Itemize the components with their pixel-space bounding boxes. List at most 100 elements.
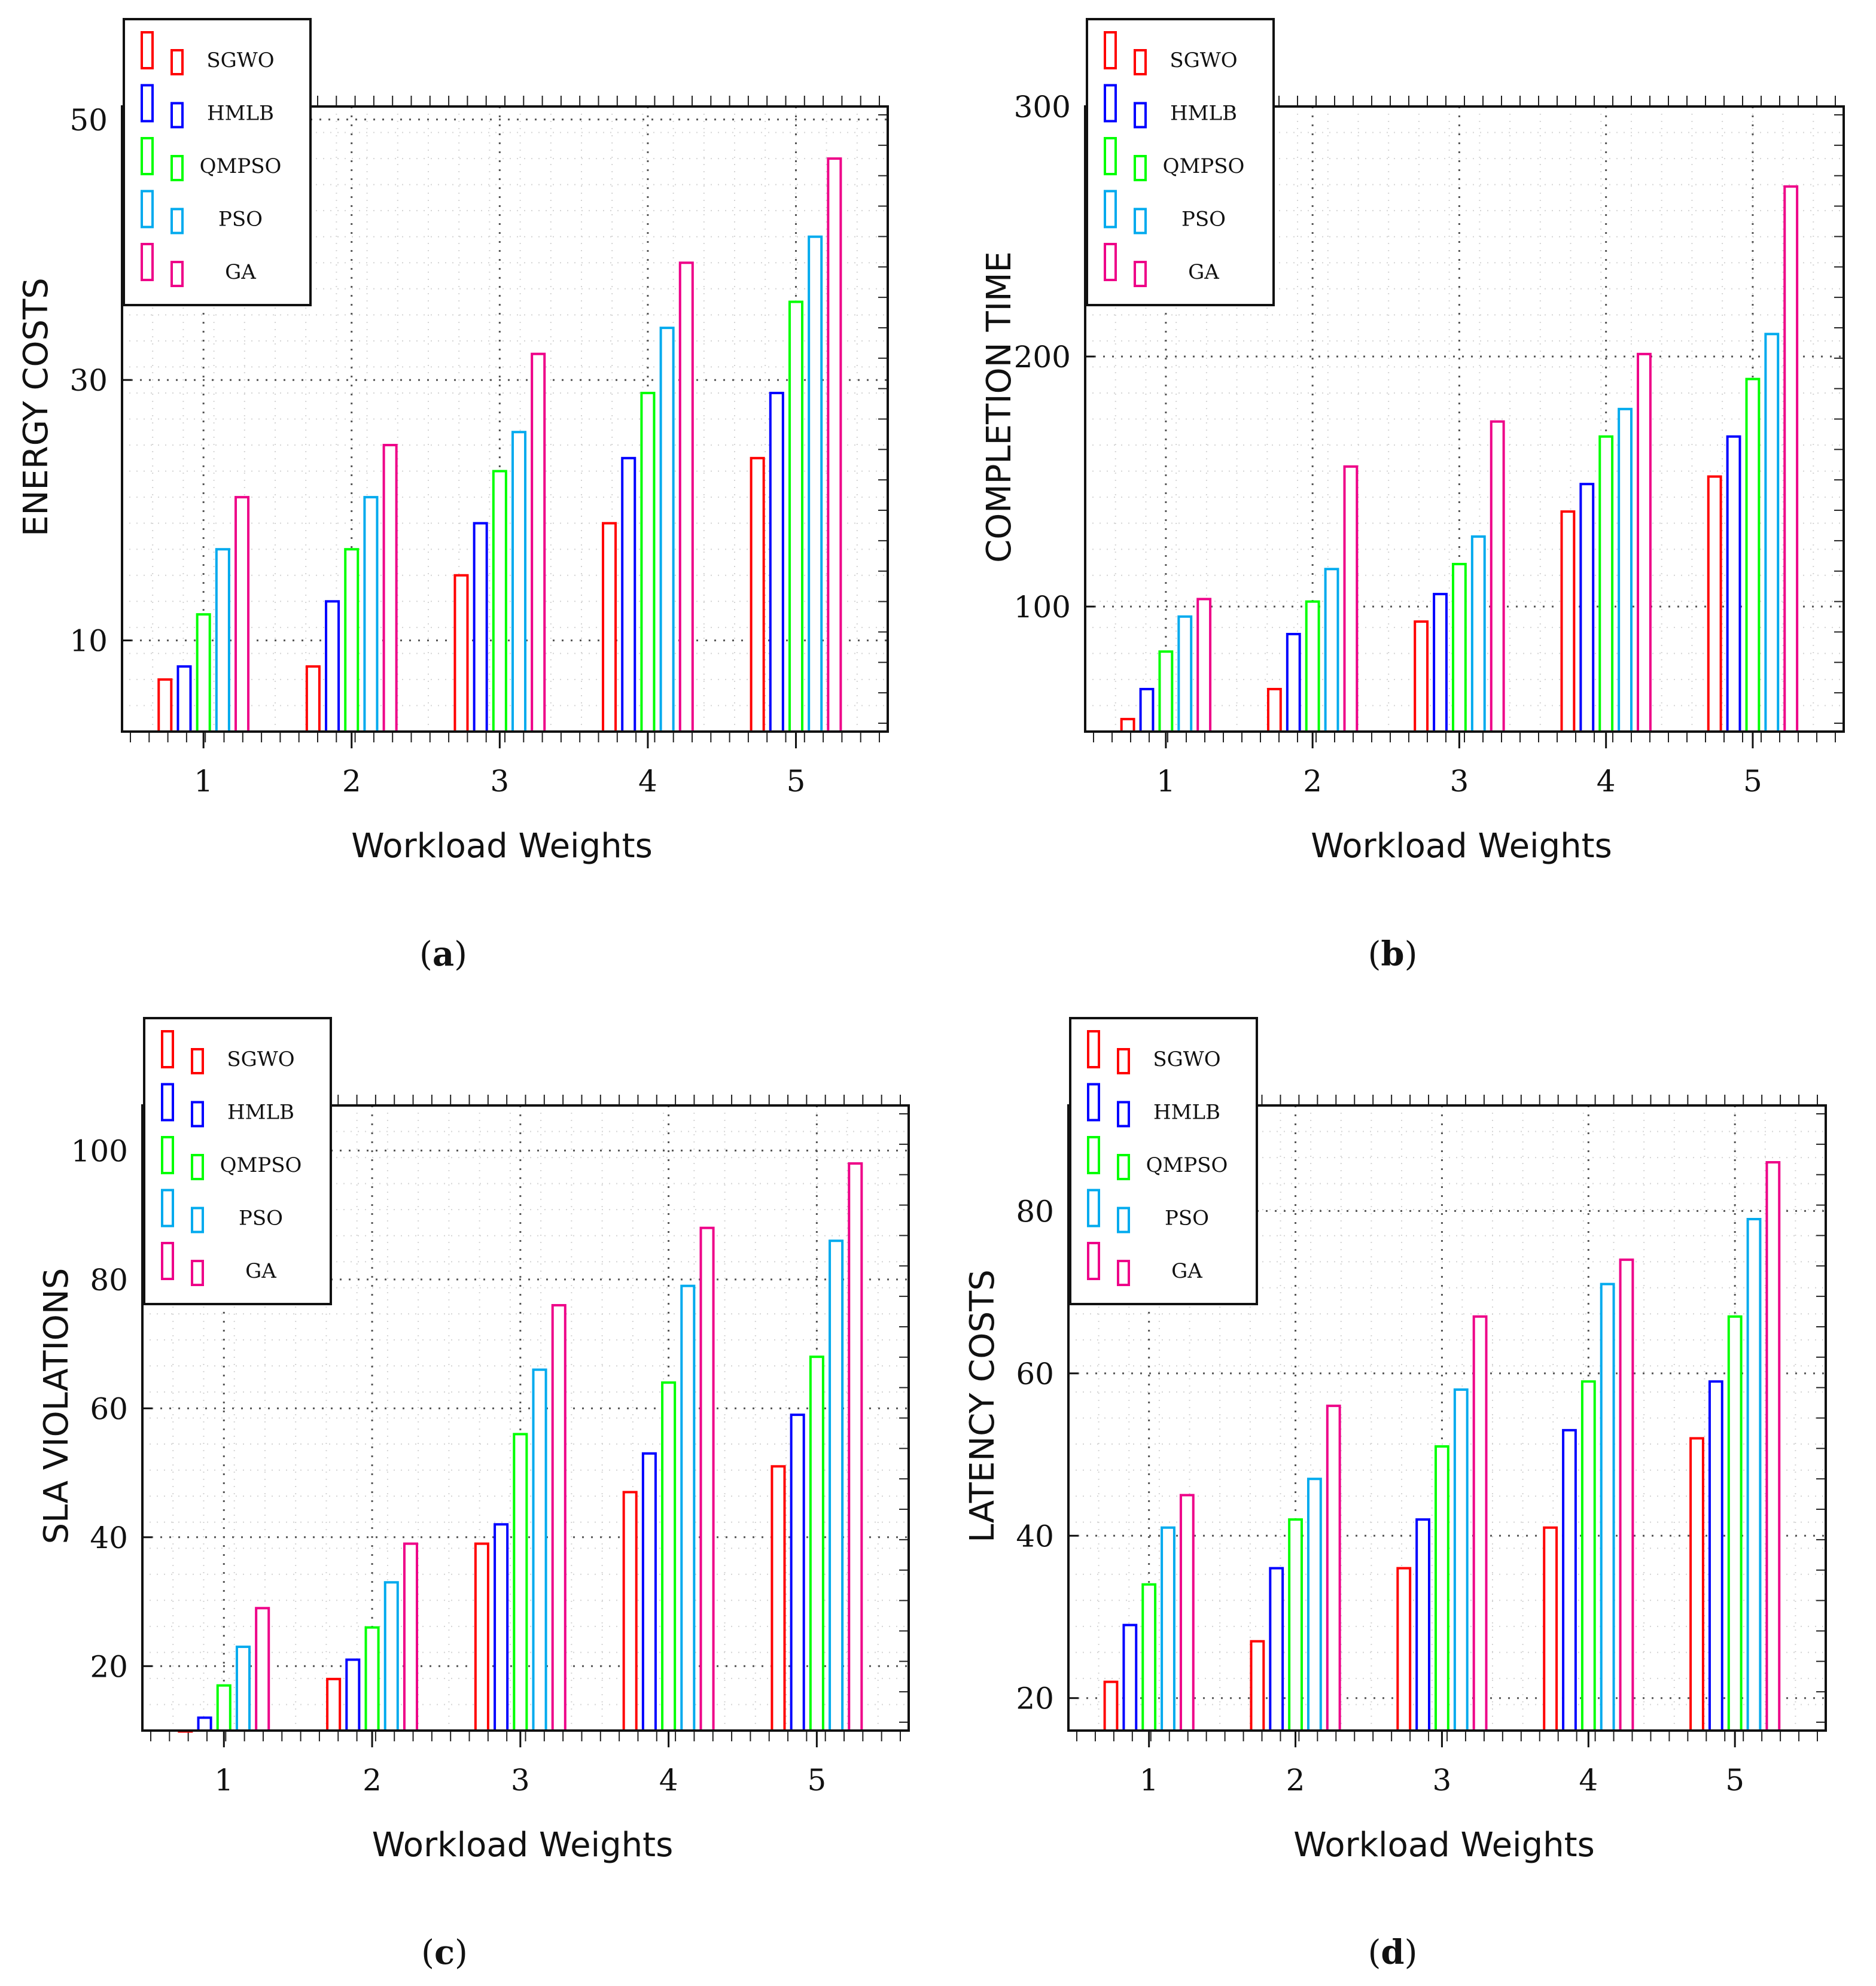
- legend-swatch-ga: [1087, 1242, 1100, 1280]
- bar-ga-3: [1490, 420, 1505, 733]
- x-tick-label: 2: [342, 764, 361, 799]
- bar-hmlb-5: [1726, 435, 1741, 733]
- legend-label: HMLB: [207, 102, 274, 126]
- bar-qmpso-2: [1305, 600, 1320, 733]
- legend-swatch-pso: [161, 1189, 174, 1227]
- bar-pso-2: [363, 496, 379, 733]
- bar-hmlb-1: [1139, 687, 1155, 733]
- bar-qmpso-1: [1158, 650, 1174, 733]
- bar-ga-4: [699, 1226, 715, 1732]
- legend-swatch-small-ga: [170, 261, 184, 287]
- bar-sgwo-3: [474, 1542, 489, 1732]
- legend-swatch-sgwo: [141, 31, 154, 69]
- bar-pso-5: [1764, 333, 1780, 733]
- y-axis-label: SLA VIOLATIONS: [37, 1268, 76, 1545]
- legend-label: PSO: [1165, 1207, 1209, 1230]
- legend: SGWO HMLB QMPSO PSO GA: [1069, 1017, 1258, 1305]
- bar-qmpso-1: [216, 1684, 232, 1732]
- chart-panel-c: 20 40 60 80 100 1 2 3 4 5 Workload Weights SLA VIOL…: [37, 1017, 910, 1972]
- legend-swatch-qmpso: [161, 1136, 174, 1174]
- bar-sgwo-2: [1266, 687, 1282, 733]
- bar-ga-1: [1196, 598, 1212, 733]
- bar-ga-3: [551, 1303, 567, 1732]
- legend-swatch-small-sgwo: [1134, 49, 1147, 75]
- bar-ga-4: [1637, 352, 1652, 733]
- legend-swatch-ga: [1104, 243, 1117, 281]
- y-tick-label: 40: [1016, 1519, 1054, 1554]
- legend-label: QMPSO: [1163, 154, 1245, 178]
- legend-label: SGWO: [206, 48, 274, 72]
- caption-close: ): [455, 1933, 468, 1972]
- y-tick-label: 50: [69, 103, 108, 138]
- bar-sgwo-5: [750, 456, 765, 733]
- legend-label: PSO: [1181, 208, 1226, 232]
- legend-label: HMLB: [1170, 102, 1237, 126]
- y-axis-label: LATENCY COSTS: [963, 1269, 1002, 1543]
- bar-ga-2: [382, 444, 398, 733]
- legend-label: SGWO: [1153, 1047, 1220, 1071]
- bar-pso-5: [829, 1239, 844, 1732]
- bar-sgwo-1: [1120, 718, 1135, 733]
- bar-hmlb-3: [473, 522, 488, 733]
- legend-swatch-small-pso: [191, 1207, 204, 1233]
- y-tick-label: 40: [90, 1521, 128, 1555]
- caption-open: (: [421, 1933, 434, 1972]
- legend-swatch-qmpso: [141, 137, 154, 175]
- bar-qmpso-3: [492, 470, 507, 733]
- x-tick-label: 2: [1286, 1763, 1305, 1798]
- legend-swatch-small-pso: [1134, 208, 1147, 234]
- y-tick-label: 100: [1014, 590, 1071, 625]
- legend-swatch-sgwo: [161, 1030, 174, 1068]
- bar-qmpso-2: [364, 1626, 380, 1732]
- bar-qmpso-4: [640, 391, 656, 733]
- bar-hmlb-1: [1122, 1623, 1138, 1732]
- legend-swatch-small-hmlb: [170, 102, 184, 129]
- legend-label: QMPSO: [1146, 1153, 1228, 1177]
- bar-sgwo-2: [326, 1677, 342, 1732]
- bar-pso-1: [1161, 1526, 1175, 1732]
- x-tick-label: 2: [363, 1763, 382, 1798]
- bar-ga-2: [403, 1542, 419, 1732]
- x-tick-label: 4: [1597, 764, 1616, 799]
- bars: [1103, 1161, 1781, 1732]
- bar-hmlb-5: [790, 1414, 805, 1732]
- x-tick-label: 5: [1725, 1763, 1744, 1798]
- legend-swatch-qmpso: [1087, 1136, 1100, 1174]
- legend-swatch-small-qmpso: [191, 1154, 204, 1180]
- bar-qmpso-4: [1598, 435, 1614, 733]
- x-tick-label: 5: [807, 1763, 826, 1798]
- legend-swatch-pso: [141, 190, 154, 229]
- bar-hmlb-1: [197, 1716, 212, 1732]
- bar-sgwo-3: [453, 574, 469, 733]
- legend-swatch-small-pso: [1117, 1207, 1130, 1233]
- x-axis-label: Workload Weights: [1311, 827, 1612, 866]
- bar-qmpso-1: [1141, 1583, 1157, 1732]
- y-tick-label: 20: [90, 1649, 128, 1684]
- x-axis-label: Workload Weights: [351, 827, 653, 866]
- bar-qmpso-5: [788, 300, 804, 733]
- y-axis-label: ENERGY COSTS: [17, 278, 56, 537]
- caption: (d): [1368, 1933, 1418, 1972]
- bar-sgwo-4: [1543, 1526, 1558, 1732]
- bars: [1120, 185, 1799, 733]
- plot-frame: [1067, 1104, 1827, 1732]
- bar-sgwo-4: [602, 522, 617, 733]
- legend-box: [143, 1017, 332, 1305]
- bar-pso-4: [659, 327, 675, 733]
- x-tick-label: 3: [511, 1763, 530, 1798]
- x-tick-label: 4: [638, 764, 657, 799]
- bar-pso-4: [680, 1284, 696, 1732]
- bar-hmlb-3: [1433, 593, 1448, 733]
- bar-hmlb-2: [1286, 632, 1301, 733]
- legend-swatch-small-ga: [1134, 261, 1147, 287]
- bar-hmlb-3: [494, 1523, 509, 1732]
- legend-label: HMLB: [227, 1101, 294, 1125]
- bar-sgwo-1: [1103, 1680, 1119, 1732]
- legend-swatch-hmlb: [141, 84, 154, 123]
- bar-sgwo-4: [1560, 510, 1576, 733]
- x-tick-label: 1: [1140, 1763, 1159, 1798]
- legend-swatch-sgwo: [1104, 31, 1117, 69]
- caption: (a): [419, 934, 467, 974]
- bar-qmpso-5: [809, 1356, 824, 1732]
- bar-pso-3: [532, 1368, 547, 1732]
